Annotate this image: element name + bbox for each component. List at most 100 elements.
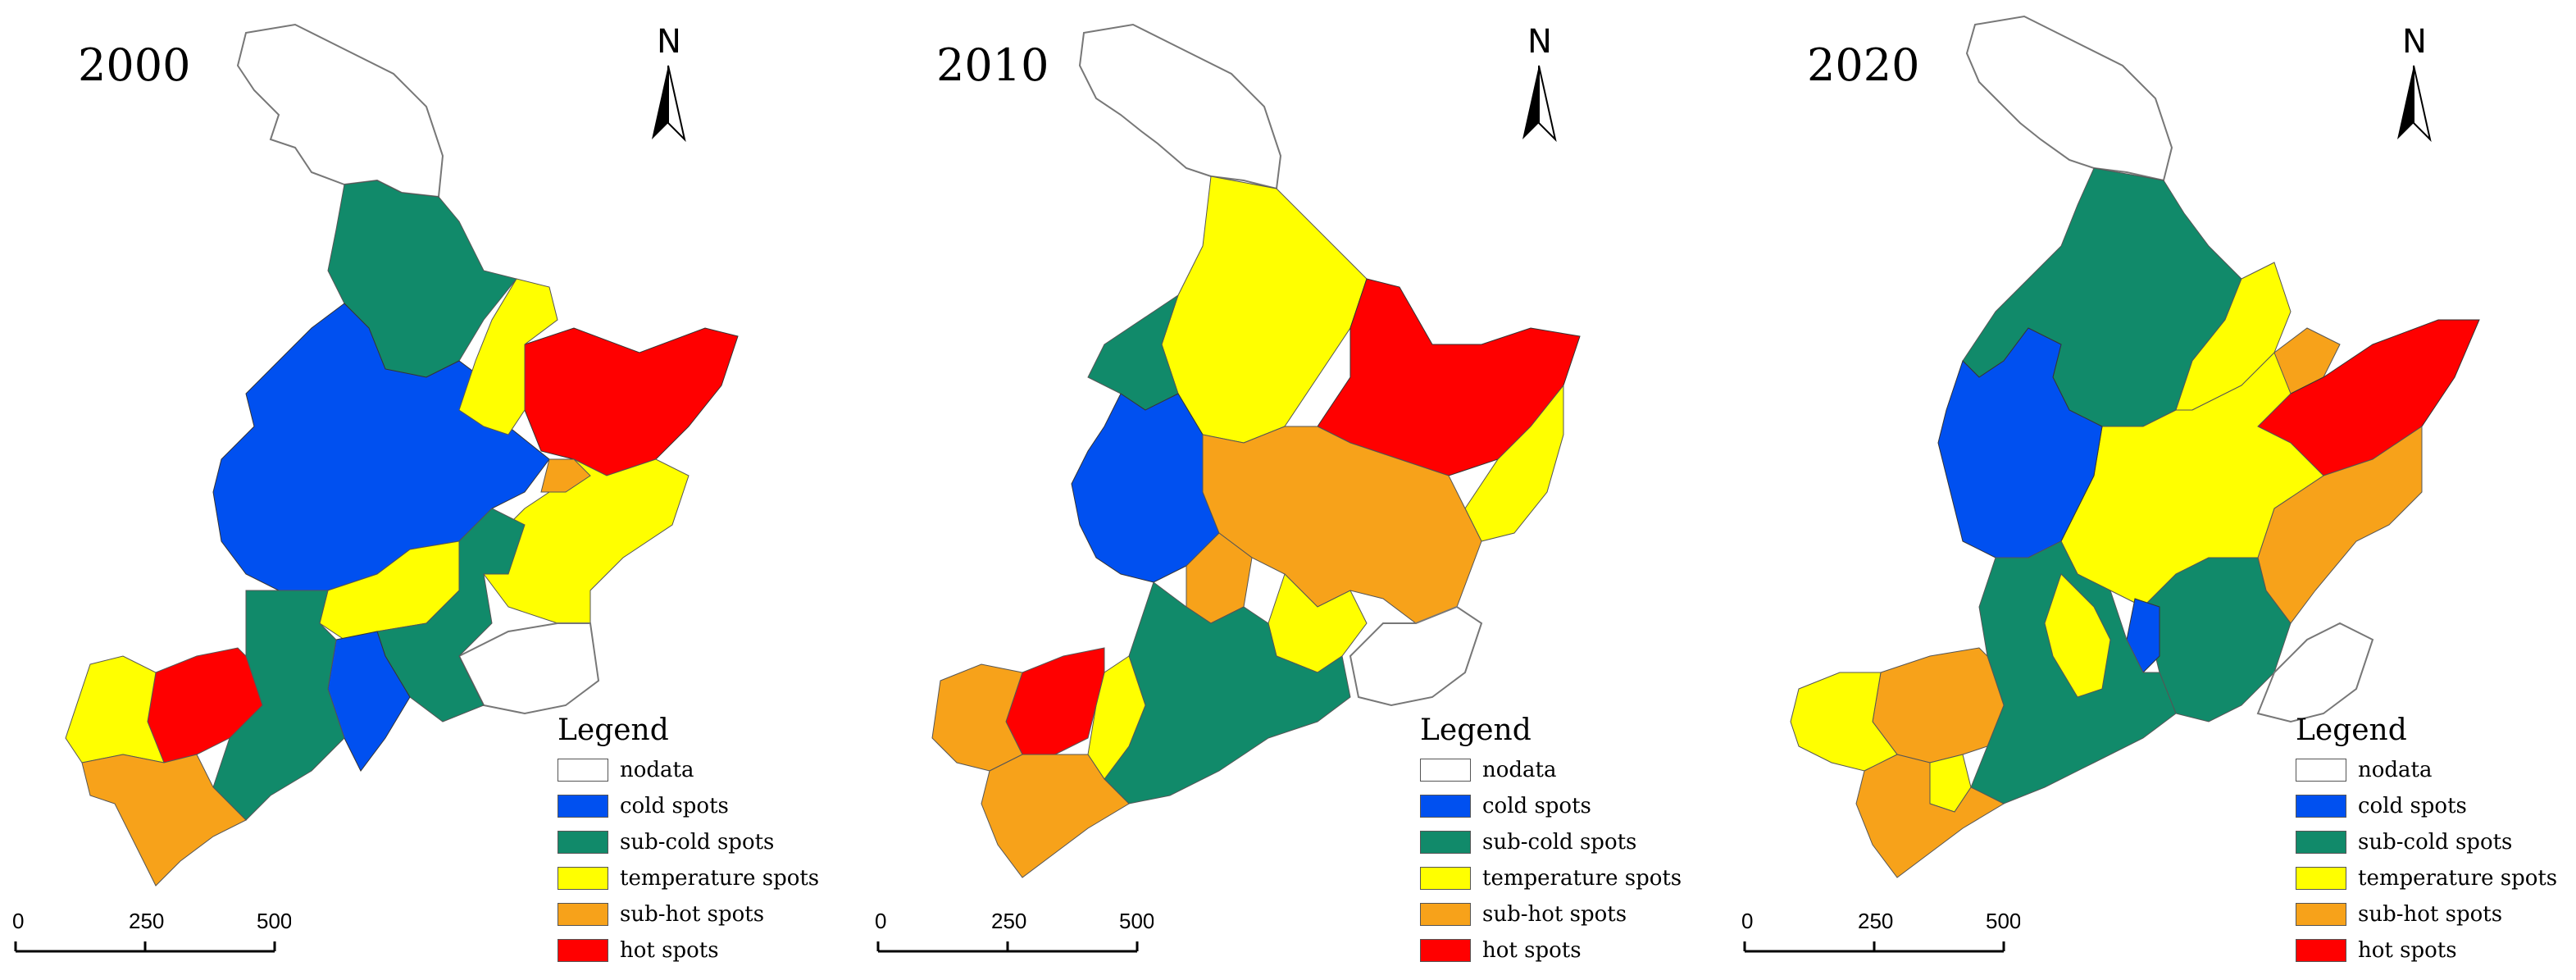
legend-swatch [1420,795,1471,818]
legend-item-sub-hot: sub-hot spots [1420,896,1682,932]
legend-swatch [2296,831,2346,854]
region-cold-center [1937,327,2103,558]
legend-swatch [1420,867,1471,890]
legend-swatch [2296,759,2346,782]
legend-item-sub-hot: sub-hot spots [558,896,819,932]
scale-tick-250: 250 [1858,910,1893,933]
legend-item-temperature: temperature spots [1420,860,1682,896]
year-title: 2000 [78,39,191,91]
legend-swatch [1420,903,1471,926]
map-panel-2010: 2010 N Legend nodata cold spots sub-cold… [858,0,1717,980]
region-sub-hot-peninsula [1855,754,2005,878]
legend-item-sub-cold: sub-cold spots [1420,824,1682,860]
region-cold-small [2126,598,2160,673]
scale-tick-500: 500 Km [1119,910,1154,933]
scale-tick-250: 250 [129,910,164,933]
region-sub-cold-northwest [1087,294,1179,411]
region-nodata-southeast [1349,605,1483,707]
scale-tick-250: 250 [991,910,1026,933]
legend-label: sub-cold spots [1482,830,1637,855]
scale-tick-500: 500 Km [257,910,291,933]
legend-label: sub-hot spots [2358,902,2503,927]
legend-item-temperature: temperature spots [2296,860,2557,896]
map-panel-2020: 2020 N Legend nodata cold spots sub-cold… [1717,0,2575,980]
legend-swatch [558,867,608,890]
map-2010 [931,23,1581,878]
legend: Legend nodata cold spots sub-cold spots … [558,713,819,969]
region-hot-northeast [524,327,739,476]
legend-label: cold spots [2358,794,2467,818]
legend-item-cold: cold spots [1420,788,1682,824]
region-sub-hot-peninsula [81,754,247,887]
scale-bar: 0 250 500 Km [875,909,1193,959]
legend-swatch [558,759,608,782]
legend-label: sub-cold spots [620,830,775,855]
region-nodata-southeast [2256,622,2374,723]
legend-item-hot: hot spots [558,932,819,969]
north-arrow: N [1506,16,1572,148]
map-2000 [65,23,739,887]
legend-swatch [558,939,608,962]
region-sub-hot-east-edge [540,458,591,493]
scale-tick-500: 500 Km [1986,910,2020,933]
legend-swatch [2296,867,2346,890]
legend-title: Legend [2296,713,2407,747]
legend-swatch [2296,795,2346,818]
legend-item-cold: cold spots [558,788,819,824]
scale-tick-0: 0 [12,910,24,933]
legend-label: nodata [1482,758,1557,782]
region-sub-cold-far-north [327,180,517,378]
legend-label: nodata [620,758,694,782]
legend-label: sub-hot spots [1482,902,1627,927]
legend-label: temperature spots [1482,866,1682,891]
year-title: 2020 [1807,39,1920,91]
legend-label: cold spots [1482,794,1591,818]
scale-bar: 0 250 500 Km [12,909,330,959]
region-nodata-north [1078,23,1282,190]
legend-label: hot spots [2358,938,2457,963]
legend-label: hot spots [1482,938,1582,963]
legend-item-nodata: nodata [1420,752,1682,788]
legend-label: cold spots [620,794,729,818]
region-sub-cold-south-central [376,508,526,722]
region-hot-southwest [1005,647,1105,755]
legend-swatch [1420,759,1471,782]
legend-swatch [558,831,608,854]
scale-tick-0: 0 [1741,910,1753,933]
region-sub-hot-peninsula [981,754,1130,878]
region-nodata-north [236,23,444,198]
legend-swatch [2296,903,2346,926]
scale-bar: 0 250 500 Km [1741,909,2059,959]
region-sub-hot-southwest [1872,647,2005,763]
region-temperature-far-southwest [65,655,165,763]
legend-item-hot: hot spots [2296,932,2557,969]
legend-title: Legend [558,713,669,747]
legend-item-nodata: nodata [558,752,819,788]
legend-item-temperature: temperature spots [558,860,819,896]
legend-label: nodata [2358,758,2433,782]
legend-label: temperature spots [2358,866,2558,891]
legend-item-cold: cold spots [2296,788,2557,824]
region-temperature-east [458,278,558,435]
legend-label: hot spots [620,938,719,963]
region-nodata-north [1965,15,2173,182]
region-nodata-southeast [457,622,600,715]
legend-label: temperature spots [620,866,820,891]
legend-swatch [1420,831,1471,854]
legend-label: sub-cold spots [2358,830,2513,855]
map-2020 [1790,15,2480,878]
legend-swatch [1420,939,1471,962]
legend-label: sub-hot spots [620,902,765,927]
legend-item-hot: hot spots [1420,932,1682,969]
legend-swatch [2296,939,2346,962]
north-arrow: N [2381,16,2446,148]
year-title: 2010 [936,39,1049,91]
map-panel-2000: 2000 N Legend nodata cold spots sub-cold… [0,0,858,980]
legend-swatch [558,795,608,818]
north-arrow: N [635,16,701,148]
legend-swatch [558,903,608,926]
region-temperature-mid-coast [2044,573,2111,698]
legend-item-sub-cold: sub-cold spots [2296,824,2557,860]
legend: Legend nodata cold spots sub-cold spots … [1420,713,1682,969]
legend-item-sub-hot: sub-hot spots [2296,896,2557,932]
